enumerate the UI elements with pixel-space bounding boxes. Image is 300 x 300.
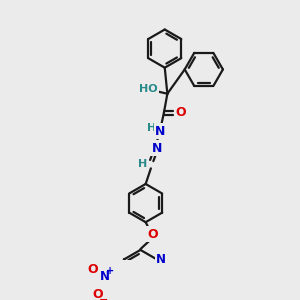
Text: H: H [147,123,156,133]
Text: N: N [152,142,162,155]
Text: O: O [87,263,98,276]
Text: N: N [100,270,110,283]
Text: O: O [147,228,158,241]
Text: O: O [175,106,186,119]
Text: N: N [156,253,166,266]
Text: H: H [138,159,147,169]
Text: +: + [106,266,114,276]
Text: O: O [93,288,103,300]
Text: −: − [99,294,109,300]
Text: HO: HO [139,84,158,94]
Text: N: N [155,124,166,137]
